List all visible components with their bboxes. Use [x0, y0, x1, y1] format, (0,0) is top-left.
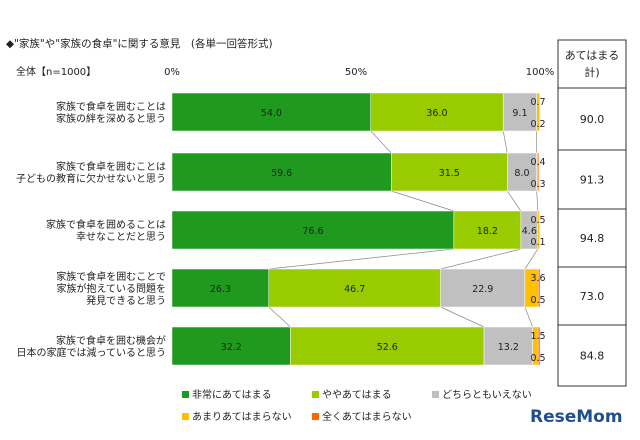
- category-label: 発見できると思う: [86, 294, 166, 307]
- data-label: 54.0: [261, 108, 282, 119]
- x-tick-label: 50%: [345, 67, 367, 78]
- connector-line: [506, 190, 522, 212]
- bar-segment: [171, 210, 455, 250]
- data-label: 0.3: [530, 179, 545, 190]
- data-label: 0.5: [530, 215, 545, 226]
- bar-segment: [539, 92, 541, 132]
- sample-size-label: 全体【n=1000】: [16, 65, 96, 78]
- bar-segment: [171, 326, 291, 366]
- totals-header: あてはまる: [565, 49, 620, 62]
- connector-line: [268, 306, 291, 328]
- data-label: 0.4: [530, 157, 545, 168]
- data-label: 8.0: [514, 168, 529, 179]
- data-label: 1.5: [530, 331, 545, 342]
- data-label: 0.2: [530, 119, 545, 130]
- total-value: 84.8: [580, 350, 605, 363]
- bar-segment: [440, 268, 526, 308]
- legend-swatch: [312, 391, 319, 398]
- data-label: 0.5: [530, 353, 545, 364]
- legend-label: どちらともいえない: [442, 389, 532, 401]
- data-label: 36.0: [426, 108, 447, 119]
- category-label: 家族で食卓を囲むことは: [56, 160, 166, 173]
- bar-segment: [539, 210, 541, 250]
- data-label: 0.7: [530, 97, 545, 108]
- data-label: 76.6: [302, 226, 323, 237]
- connector-line: [440, 306, 485, 328]
- bar-segment: [453, 210, 522, 250]
- total-value: 94.8: [580, 232, 605, 245]
- category-label: 家族で食卓を囲む機会が: [56, 334, 166, 347]
- bar-segment: [537, 268, 541, 308]
- connector-line: [524, 248, 539, 270]
- category-label: 家族の絆を深めると思う: [56, 112, 166, 125]
- data-label: 59.6: [271, 168, 292, 179]
- connector-line: [502, 130, 508, 154]
- data-label: 46.7: [344, 284, 365, 295]
- total-value: 73.0: [580, 290, 605, 303]
- legend-swatch: [182, 413, 189, 420]
- logo-text: ReseMom: [530, 407, 623, 427]
- category-label: 家族が抱えている問題を: [57, 282, 167, 295]
- bar-segment: [171, 92, 371, 132]
- data-label: 0.5: [530, 295, 545, 306]
- bar-segment: [483, 326, 533, 366]
- legend-label: 全くあてはまらない: [322, 410, 412, 423]
- category-label: 家族で食卓を囲むことは: [56, 100, 166, 113]
- connector-line: [370, 130, 392, 154]
- data-label: 18.2: [477, 226, 498, 237]
- data-label: 9.1: [512, 108, 527, 119]
- bar-segment: [290, 326, 485, 366]
- legend-swatch: [312, 413, 319, 420]
- legend-swatch: [182, 391, 189, 398]
- totals-box-frame: [557, 39, 627, 387]
- data-label: 32.2: [221, 342, 242, 353]
- data-label: 52.6: [377, 342, 398, 353]
- chart-title: ◆"家族"や"家族の食卓"に関する意見 (各単一回答形式): [6, 37, 273, 50]
- x-tick-label: 0%: [164, 67, 180, 78]
- data-label: 22.9: [472, 284, 493, 295]
- bar-segment: [506, 152, 537, 192]
- totals-header: 計): [584, 65, 599, 79]
- x-tick-label: 100%: [526, 67, 555, 78]
- bar-segment: [391, 152, 508, 192]
- bar-segment: [268, 268, 441, 308]
- bar-segment: [537, 326, 541, 366]
- data-label: 31.5: [439, 168, 460, 179]
- connector-line: [268, 248, 454, 270]
- connector-line: [391, 190, 454, 212]
- data-label: 0.1: [530, 237, 545, 248]
- total-value: 91.3: [580, 174, 605, 187]
- data-label: 4.6: [522, 226, 537, 237]
- legend-swatch: [432, 391, 439, 398]
- connector-line: [440, 248, 521, 270]
- category-label: 日本の家庭では減っていると思う: [17, 346, 167, 359]
- legend-label: 非常にあてはまる: [192, 388, 272, 401]
- category-label: 子どもの教育に欠かせないと思う: [16, 172, 166, 185]
- category-label: 幸せなことだと思う: [76, 231, 166, 243]
- legend-label: ややあてはまる: [322, 389, 392, 401]
- data-label: 13.2: [498, 342, 519, 353]
- connector-line: [524, 306, 533, 328]
- total-value: 90.0: [580, 113, 605, 126]
- data-label: 26.3: [210, 284, 231, 295]
- bar-segment: [537, 152, 540, 192]
- bar-segment: [370, 92, 504, 132]
- bar-segment: [171, 152, 392, 192]
- bar-segment: [171, 268, 270, 308]
- resemom-logo: ReseMom: [530, 407, 623, 427]
- connector-line: [536, 190, 539, 212]
- bar-segment: [502, 92, 537, 132]
- category-label: 家族で食卓を囲むことで: [56, 270, 166, 283]
- legend-label: あまりあてはまらない: [192, 411, 292, 423]
- category-label: 家族で食卓を囲めることは: [46, 218, 166, 231]
- data-label: 3.6: [530, 273, 545, 284]
